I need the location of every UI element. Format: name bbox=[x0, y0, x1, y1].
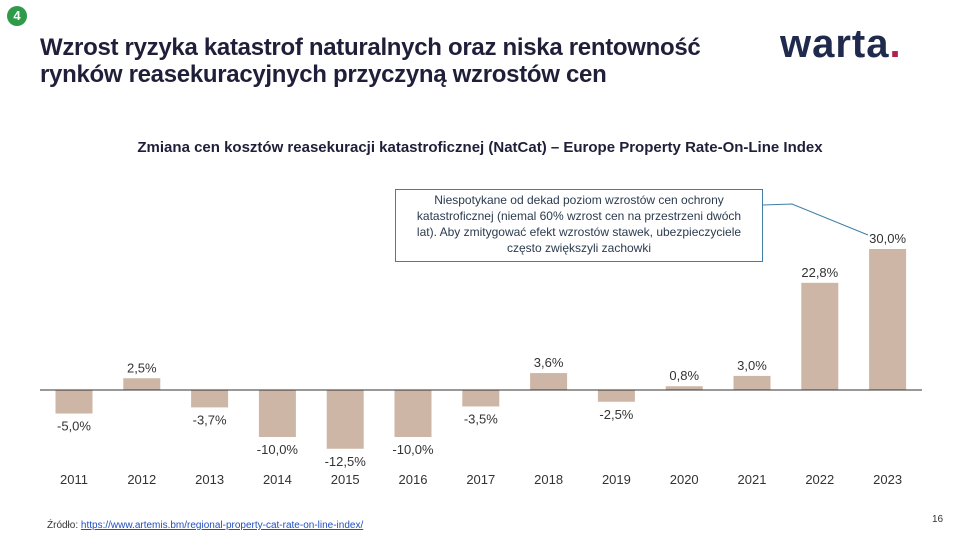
x-tick-2021: 2021 bbox=[738, 472, 767, 487]
data-label-2018: 3,6% bbox=[534, 355, 564, 370]
data-label-2021: 3,0% bbox=[737, 358, 767, 373]
source-label: Źródło: bbox=[47, 520, 79, 531]
source-link[interactable]: https://www.artemis.bm/regional-property… bbox=[80, 520, 364, 531]
warta-logo: warta. bbox=[780, 22, 902, 67]
data-label-2013: -3,7% bbox=[193, 412, 227, 427]
bar-2013 bbox=[191, 390, 229, 408]
x-tick-2016: 2016 bbox=[399, 472, 428, 487]
bar-2019 bbox=[597, 390, 635, 402]
data-label-2022: 22,8% bbox=[801, 265, 838, 280]
x-tick-2014: 2014 bbox=[263, 472, 292, 487]
x-tick-2018: 2018 bbox=[534, 472, 563, 487]
data-label-2020: 0,8% bbox=[669, 368, 699, 383]
bar-2017 bbox=[462, 390, 500, 407]
data-label-2019: -2,5% bbox=[599, 407, 633, 422]
x-tick-2015: 2015 bbox=[331, 472, 360, 487]
x-tick-2013: 2013 bbox=[195, 472, 224, 487]
bar-2023 bbox=[869, 249, 907, 390]
callout-box: Niespotykane od dekad poziom wzrostów ce… bbox=[395, 189, 763, 262]
data-label-2011: -5,0% bbox=[57, 419, 91, 434]
data-label-2015: -12,5% bbox=[325, 454, 367, 469]
bar-2012 bbox=[123, 378, 161, 390]
x-tick-2022: 2022 bbox=[805, 472, 834, 487]
x-tick-2023: 2023 bbox=[873, 472, 902, 487]
x-tick-2017: 2017 bbox=[466, 472, 495, 487]
bar-2022 bbox=[801, 282, 839, 390]
logo-dot: . bbox=[889, 22, 902, 66]
bar-2014 bbox=[258, 390, 296, 437]
logo-text: warta bbox=[780, 22, 890, 66]
x-tick-2019: 2019 bbox=[602, 472, 631, 487]
bar-2015 bbox=[326, 390, 364, 449]
x-tick-2012: 2012 bbox=[127, 472, 156, 487]
page-title: Wzrost ryzyka katastrof naturalnych oraz… bbox=[40, 34, 701, 88]
x-tick-2020: 2020 bbox=[670, 472, 699, 487]
data-label-2014: -10,0% bbox=[257, 442, 299, 457]
bar-2018 bbox=[530, 373, 568, 390]
x-tick-2011: 2011 bbox=[60, 472, 88, 487]
data-label-2016: -10,0% bbox=[392, 442, 434, 457]
data-label-2012: 2,5% bbox=[127, 360, 157, 375]
slide-number-badge: 4 bbox=[7, 6, 27, 26]
chart-title: Zmiana cen kosztów reasekuracji katastro… bbox=[137, 139, 823, 156]
bar-2016 bbox=[394, 390, 432, 437]
page-number: 16 bbox=[932, 514, 944, 525]
bar-2011 bbox=[55, 390, 93, 414]
source-note: Źródło: https://www.artemis.bm/regional-… bbox=[47, 520, 363, 531]
data-label-2023: 30,0% bbox=[869, 231, 906, 246]
data-label-2017: -3,5% bbox=[464, 411, 498, 426]
bar-2021 bbox=[733, 375, 771, 390]
bar-2020 bbox=[665, 386, 703, 390]
